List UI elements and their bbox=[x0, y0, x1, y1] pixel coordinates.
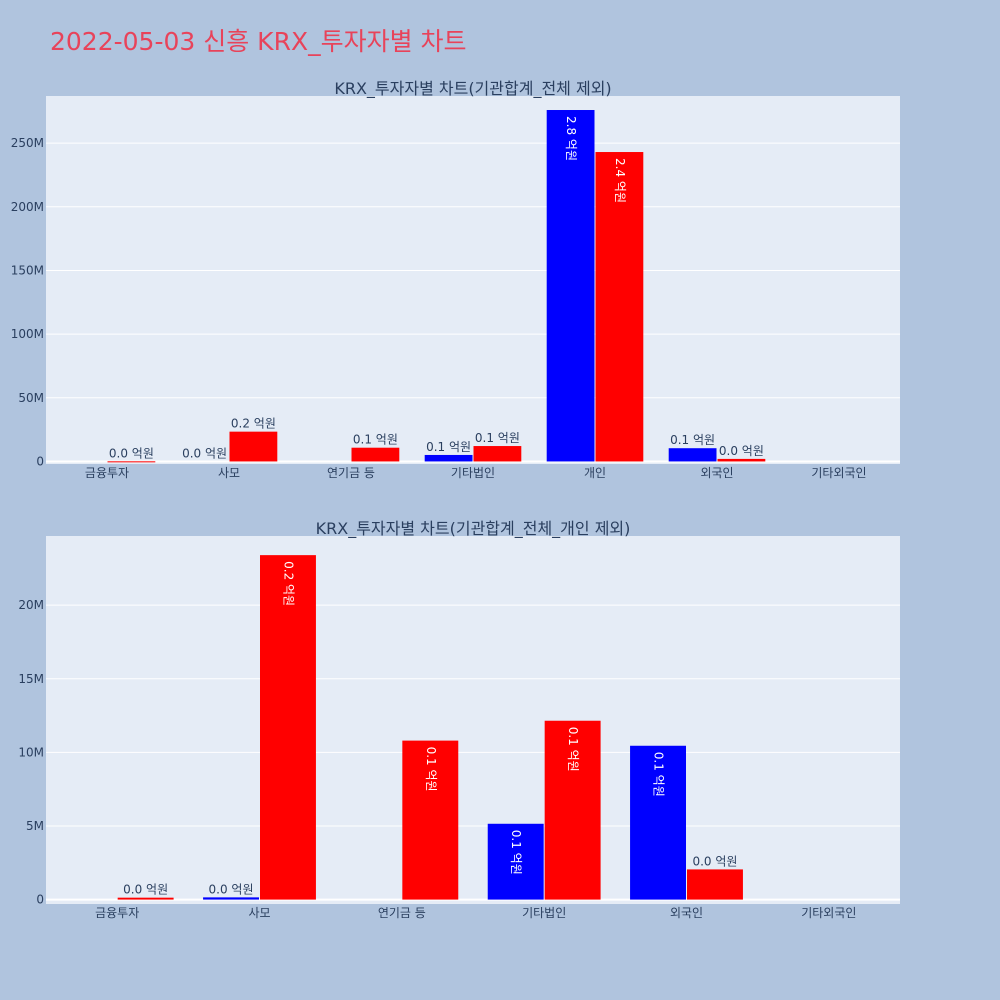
y-tick-label: 100M bbox=[11, 327, 44, 341]
y-tick-label: 150M bbox=[11, 263, 44, 277]
data-label: 0.1 억원 bbox=[509, 830, 523, 875]
x-tick-label: 연기금 등 bbox=[378, 906, 426, 920]
plot-area bbox=[46, 96, 900, 464]
data-label: 0.2 억원 bbox=[231, 417, 276, 431]
chart-title: KRX_투자자별 차트(기관합계_전체 제외) bbox=[334, 79, 611, 99]
data-label: 0.1 억원 bbox=[566, 727, 580, 772]
bar bbox=[117, 897, 174, 900]
x-tick-label: 사모 bbox=[218, 466, 240, 480]
bar bbox=[595, 152, 644, 462]
bar bbox=[717, 458, 766, 462]
y-tick-label: 250M bbox=[11, 136, 44, 150]
plot-area bbox=[46, 536, 900, 904]
x-tick-label: 금융투자 bbox=[85, 466, 129, 480]
data-label: 0.0 억원 bbox=[209, 882, 254, 896]
x-tick-label: 기타외국인 bbox=[811, 466, 866, 480]
data-label: 0.1 억원 bbox=[475, 431, 520, 445]
chart-title: KRX_투자자별 차트(기관합계_전체_개인 제외) bbox=[316, 519, 631, 539]
y-tick-label: 20M bbox=[18, 598, 44, 612]
bar bbox=[487, 823, 544, 900]
chart-2: 0 5M 10M 15M 20M KRX_투자자별 차트(기관합계_전체_개인 제외) 금융… bbox=[18, 519, 900, 920]
x-tick-label: 외국인 bbox=[670, 906, 703, 920]
bar bbox=[107, 461, 156, 463]
y-tick-label: 15M bbox=[18, 672, 44, 686]
data-label: 0.0 억원 bbox=[109, 446, 154, 460]
bar bbox=[668, 448, 717, 462]
bar bbox=[473, 446, 522, 462]
data-label: 0.1 억원 bbox=[424, 747, 438, 792]
x-tick-label: 기타법인 bbox=[451, 466, 495, 480]
data-label: 0.0 억원 bbox=[692, 854, 737, 868]
y-tick-label: 200M bbox=[11, 200, 44, 214]
data-label: 0.2 억원 bbox=[281, 561, 295, 606]
data-label: 0.0 억원 bbox=[182, 446, 227, 460]
bar bbox=[424, 454, 473, 462]
y-tick-label: 5M bbox=[26, 819, 44, 833]
bar bbox=[544, 720, 601, 900]
bar bbox=[229, 431, 278, 462]
y-tick-label: 0 bbox=[36, 454, 44, 468]
bar bbox=[546, 110, 595, 462]
bar bbox=[630, 745, 686, 900]
x-tick-label: 사모 bbox=[248, 906, 270, 920]
chart-1: 0 50M 100M 150M 200M 250M KRX_투자자별 차트(기관합계_전체 … bbox=[11, 79, 900, 480]
data-label: 0.1 억원 bbox=[670, 433, 715, 447]
x-tick-label: 연기금 등 bbox=[327, 466, 375, 480]
bar bbox=[402, 740, 459, 900]
data-label: 2.4 억원 bbox=[613, 158, 627, 203]
bar bbox=[687, 869, 743, 900]
page-title: 2022-05-03 신흥 KRX_투자자별 차트 bbox=[50, 27, 467, 56]
data-label: 2.8 억원 bbox=[564, 116, 578, 161]
bar bbox=[260, 555, 316, 900]
y-tick-label: 0 bbox=[36, 893, 44, 907]
y-tick-label: 10M bbox=[18, 745, 44, 759]
x-tick-label: 개인 bbox=[584, 466, 606, 480]
data-label: 0.1 억원 bbox=[353, 433, 398, 447]
y-tick-label: 50M bbox=[18, 391, 44, 405]
data-label: 0.0 억원 bbox=[719, 444, 764, 458]
bar bbox=[203, 897, 259, 900]
data-label: 0.1 억원 bbox=[652, 752, 666, 797]
x-tick-label: 금융투자 bbox=[95, 906, 139, 920]
x-tick-label: 기타외국인 bbox=[801, 906, 856, 920]
x-tick-label: 외국인 bbox=[700, 466, 733, 480]
x-tick-label: 기타법인 bbox=[522, 906, 566, 920]
bar bbox=[351, 447, 400, 462]
data-label: 0.1 억원 bbox=[426, 440, 471, 454]
data-label: 0.0 억원 bbox=[123, 883, 168, 897]
